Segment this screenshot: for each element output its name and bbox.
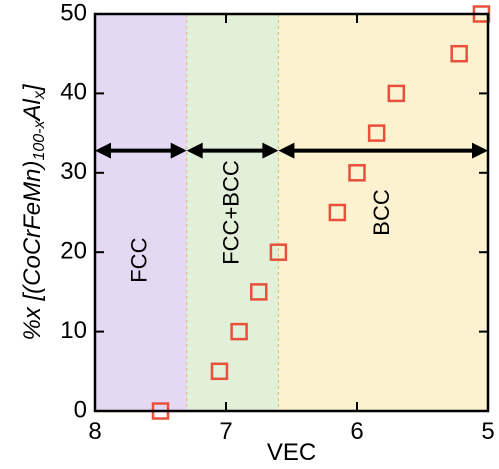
region-arrow-head-right — [472, 142, 488, 159]
data-point — [387, 84, 406, 103]
data-point — [210, 362, 229, 381]
y-axis-label-part: Al — [19, 98, 46, 122]
y-tick-label: 30 — [60, 158, 87, 185]
region-arrow-head-right — [262, 142, 279, 159]
region-fcc-band — [95, 14, 187, 411]
data-point — [230, 322, 248, 341]
y-axis-label-part: x — [31, 90, 48, 100]
y-axis-label-part: %x [(CoCrFeMn) — [19, 161, 46, 341]
y-tick-label: 40 — [60, 79, 87, 106]
region-fcc-bcc-band — [186, 14, 279, 411]
region-arrow-head-left — [278, 142, 295, 159]
y-axis-label-part: 100-x — [31, 119, 48, 160]
region-labels: FCC FCC+BCC BCC — [127, 160, 394, 283]
data-point — [328, 203, 347, 222]
y-tick-label: 10 — [60, 317, 87, 344]
region-arrow-head-left — [186, 142, 203, 159]
x-tick-label: 7 — [219, 418, 232, 445]
data-point — [250, 283, 268, 301]
region-label: BCC — [369, 189, 394, 236]
data-point — [348, 164, 366, 182]
x-tick-label: 6 — [350, 418, 363, 445]
y-tick-label: 0 — [74, 396, 87, 423]
region-label: FCC — [127, 237, 152, 282]
region-arrow-head-right — [170, 142, 187, 159]
x-tick-label: 8 — [88, 418, 101, 445]
data-point — [269, 243, 288, 261]
region-backgrounds — [95, 14, 488, 411]
region-arrow-head-left — [95, 142, 111, 159]
y-tick-label: 50 — [60, 0, 87, 26]
region-arrows — [95, 142, 488, 159]
plot-frame — [93, 12, 490, 413]
region-bcc-band — [278, 14, 488, 411]
x-tick-label: 5 — [481, 418, 494, 445]
data-point — [450, 44, 468, 63]
region-label: FCC+BCC — [218, 160, 243, 265]
y-axis-label: %x [(CoCrFeMn)100-xAlx] — [19, 83, 48, 340]
data-point — [367, 124, 386, 142]
x-axis-label: VEC — [267, 439, 316, 466]
y-tick-label: 20 — [60, 238, 87, 265]
y-axis-label-part: ] — [19, 83, 46, 93]
